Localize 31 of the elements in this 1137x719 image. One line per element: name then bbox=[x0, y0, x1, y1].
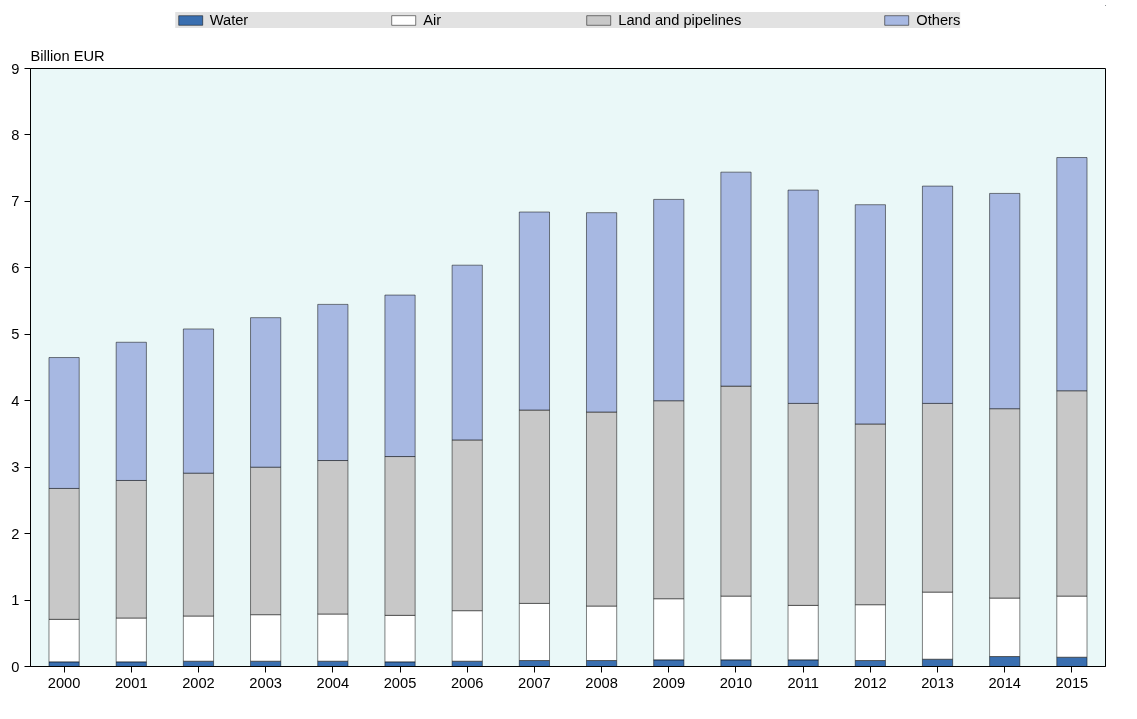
x-tick-label: 2004 bbox=[316, 674, 350, 691]
y-tick-label: 0 bbox=[11, 658, 20, 675]
x-tick-label: 2014 bbox=[988, 674, 1022, 691]
x-tick-label: 2012 bbox=[854, 674, 887, 691]
y-tick-label: 7 bbox=[11, 193, 20, 210]
x-tick-label: 2005 bbox=[383, 674, 417, 691]
y-tick-label: 8 bbox=[11, 126, 20, 143]
x-tick-label: 2010 bbox=[719, 674, 753, 691]
y-tick-label: 4 bbox=[11, 392, 20, 409]
x-tick-label: 2006 bbox=[450, 674, 484, 691]
y-tick-label: 6 bbox=[11, 259, 20, 276]
y-tick-label: 5 bbox=[11, 326, 20, 343]
y-tick-label: 3 bbox=[11, 459, 20, 476]
legend-label: Others bbox=[916, 12, 961, 28]
legend-label: Air bbox=[423, 12, 443, 28]
x-tick-label: 2000 bbox=[47, 674, 81, 691]
y-tick-label: 2 bbox=[11, 525, 20, 542]
x-tick-label: 2002 bbox=[182, 674, 215, 691]
x-tick-label: 2011 bbox=[787, 674, 819, 691]
y-tick-label: 1 bbox=[11, 592, 20, 609]
y-tick-label: 9 bbox=[11, 60, 20, 77]
y-axis-title: Billion EUR bbox=[30, 47, 105, 64]
x-tick-label: 2009 bbox=[652, 674, 686, 691]
x-tick-label: 2007 bbox=[518, 674, 551, 691]
legend-label: Water bbox=[209, 12, 249, 28]
x-tick-label: 2008 bbox=[585, 674, 618, 691]
x-tick-label: 2015 bbox=[1055, 674, 1089, 691]
x-tick-label: 2013 bbox=[921, 674, 954, 691]
x-tick-label: 2003 bbox=[249, 674, 282, 691]
legend-label: Land and pipelines bbox=[618, 12, 742, 28]
x-tick-label: 2001 bbox=[114, 674, 148, 691]
